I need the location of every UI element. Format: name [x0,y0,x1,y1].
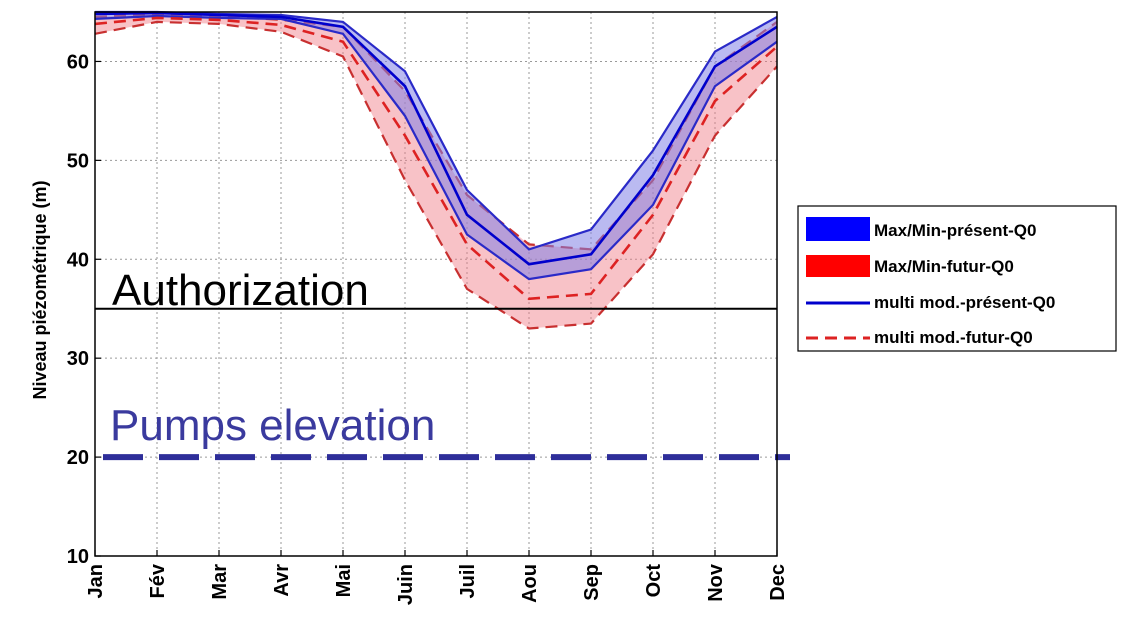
y-tick-label: 60 [67,51,89,73]
x-tick-label: Mar [209,564,231,600]
legend-swatch-futur-band [806,255,870,277]
x-tick-label: Jan [85,564,107,598]
y-tick-label: 50 [67,150,89,172]
x-tick-label: Juil [457,564,479,598]
legend-label-futur-band: Max/Min-futur-Q0 [874,257,1014,276]
x-tick-label: Oct [643,564,665,598]
pumps-elevation-annotation: Pumps elevation [110,401,435,450]
x-tick-label: Avr [271,564,293,597]
reference-lines [95,307,790,461]
legend-swatch-present-band [806,217,870,241]
authorization-annotation: Authorization [112,266,369,315]
y-tick-label: 30 [67,348,89,370]
x-tick-label: Sep [581,564,603,601]
legend-label-present-line: multi mod.-présent-Q0 [874,293,1055,312]
y-tick-label: 20 [67,447,89,469]
x-tick-label: Fév [147,563,169,598]
plot-frame [94,11,778,557]
y-tick-label: 10 [67,546,89,568]
legend-label-present-band: Max/Min-présent-Q0 [874,221,1036,240]
x-tick-label: Dec [767,564,789,601]
series-line [94,16,778,301]
x-tick-label: Mai [333,564,355,597]
y-tick-label: 40 [67,249,89,271]
x-tick-label: Juin [395,564,417,605]
band-edge-lower [94,20,778,330]
band-area [95,12,777,280]
legend-label-futur-line: multi mod.-futur-Q0 [874,328,1033,347]
series-lines [94,11,778,301]
band-edge-lower [94,14,778,281]
legend: Max/Min-présent-Q0 Max/Min-futur-Q0 mult… [797,205,1117,352]
x-tick-label: Nov [705,563,727,602]
y-ticks: 10 20 30 40 50 60 [67,51,101,568]
y-axis-label: Niveau piézométrique (m) [30,180,50,399]
x-tick-label: Aou [519,564,541,603]
series-line [94,11,778,266]
x-ticks: Jan Fév Mar Avr Mai Juin Juil Aou Sep Oct Nov Dec [85,550,789,605]
